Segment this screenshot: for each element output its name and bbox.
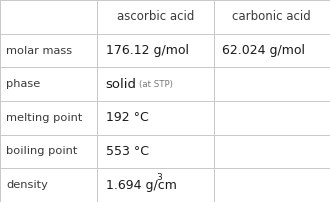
Text: solid: solid <box>106 78 137 91</box>
Text: 553 °C: 553 °C <box>106 145 148 158</box>
Text: carbonic acid: carbonic acid <box>232 10 311 23</box>
Text: ascorbic acid: ascorbic acid <box>117 10 194 23</box>
Text: melting point: melting point <box>6 113 82 123</box>
Text: 1.694 g/cm: 1.694 g/cm <box>106 179 177 192</box>
Text: 176.12 g/mol: 176.12 g/mol <box>106 44 189 57</box>
Text: 62.024 g/mol: 62.024 g/mol <box>222 44 305 57</box>
Text: (at STP): (at STP) <box>139 80 173 89</box>
Text: molar mass: molar mass <box>6 45 72 56</box>
Text: phase: phase <box>6 79 40 89</box>
Text: boiling point: boiling point <box>6 146 77 157</box>
Text: 3: 3 <box>157 173 162 182</box>
Text: 192 °C: 192 °C <box>106 111 148 124</box>
Text: density: density <box>6 180 48 190</box>
